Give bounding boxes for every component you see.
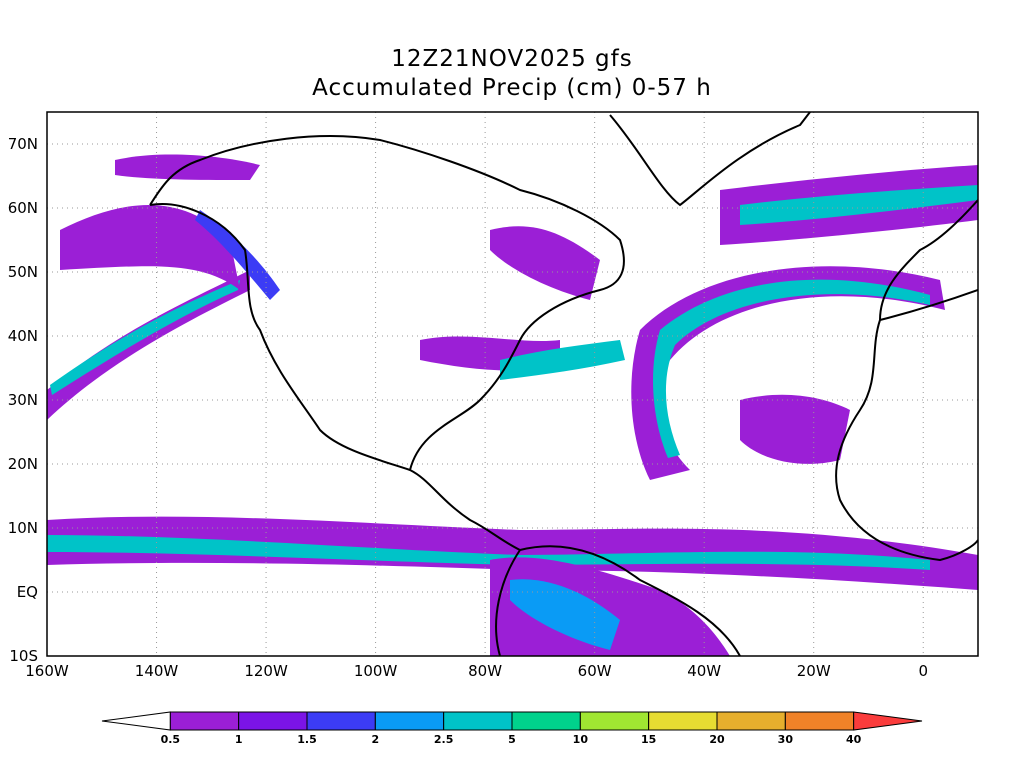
lat-tick-label: EQ — [16, 583, 38, 601]
precip-band-alaska — [60, 205, 240, 290]
lat-tick-label: 10N — [7, 519, 38, 537]
lat-tick-label: 50N — [7, 263, 38, 281]
colorbar-level-label: 2.5 — [433, 733, 454, 746]
lat-tick-label: 70N — [7, 135, 38, 153]
chart-title-line-1: 12Z21NOV2025 gfs — [391, 46, 633, 72]
colorbar-level-label: 40 — [846, 733, 862, 746]
lon-tick-label: 100W — [353, 662, 398, 680]
colorbar-swatch — [443, 711, 513, 731]
precip-core-south-america — [510, 579, 620, 650]
coastlines — [149, 112, 978, 656]
colorbar-swatch — [579, 711, 650, 731]
coastline-africa-europe — [835, 199, 978, 562]
precip-field — [47, 154, 978, 656]
precip-band-nw-coast — [195, 210, 280, 300]
precip-core-atlantic-arc — [653, 279, 930, 458]
lon-tick-label: 120W — [244, 662, 288, 680]
precip-band-itcz — [47, 516, 978, 590]
colorbar-swatch — [648, 711, 718, 731]
colorbar-swatch — [306, 711, 376, 731]
colorbar-swatch — [169, 711, 240, 731]
precip-core-itcz — [47, 535, 930, 570]
colorbar-level-label: 2 — [371, 733, 380, 746]
lat-tick-label: 30N — [7, 391, 38, 409]
lat-tick-label: 60N — [7, 199, 38, 217]
colorbar-level-label: 20 — [709, 733, 725, 746]
lon-tick-label: 80W — [468, 662, 503, 680]
colorbar-swatch — [101, 711, 171, 731]
colorbar-level-label: 30 — [777, 733, 793, 746]
map-frame — [46, 111, 979, 657]
lon-tick-label: 160W — [25, 662, 69, 680]
colorbar-swatch — [784, 711, 855, 731]
precip-band-eastcoast — [500, 340, 625, 380]
colorbar-swatch — [716, 711, 786, 731]
coastline-north-america — [149, 135, 625, 551]
lon-tick-label: 40W — [687, 662, 722, 680]
lat-tick-label: 20N — [7, 455, 38, 473]
lon-tick-label: 20W — [796, 662, 831, 680]
colorbar-swatch — [238, 711, 308, 731]
colorbar — [101, 711, 923, 731]
colorbar-swatch — [511, 711, 581, 731]
coastline-greenland — [609, 112, 811, 207]
colorbar-level-label: 15 — [641, 733, 657, 746]
lon-tick-label: 140W — [134, 662, 179, 680]
coastline-south-america — [495, 545, 741, 656]
colorbar-level-label: 10 — [572, 733, 588, 746]
colorbar-level-label: 1.5 — [297, 733, 317, 746]
colorbar-level-label: 1 — [234, 733, 243, 746]
precip-band-central-atlantic — [740, 394, 850, 464]
lon-tick-label: 0 — [918, 662, 928, 680]
colorbar-swatch — [853, 711, 923, 731]
precip-band-south-america — [490, 557, 730, 656]
colorbar-level-label: 5 — [508, 733, 516, 746]
precip-band-bering — [115, 154, 260, 180]
lon-tick-label: 60W — [577, 662, 612, 680]
lat-tick-label: 10S — [9, 647, 38, 665]
lat-tick-label: 40N — [7, 327, 38, 345]
precip-core-pacific — [50, 280, 240, 395]
colorbar-swatch — [374, 711, 445, 731]
chart-title-line-2: Accumulated Precip (cm) 0-57 h — [312, 75, 712, 101]
precip-core-north-atlantic — [740, 185, 978, 225]
colorbar-level-label: 0.5 — [160, 733, 181, 746]
precip-band-hudson — [490, 226, 600, 300]
